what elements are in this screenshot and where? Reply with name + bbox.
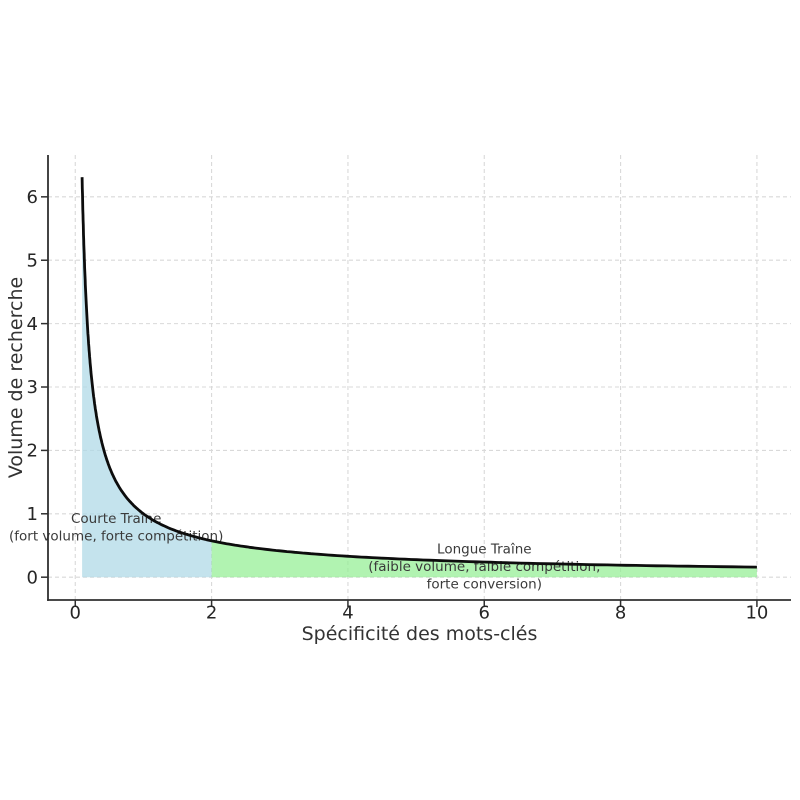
x-tick-label-6: 6 (479, 603, 490, 624)
fill-regions-layer (82, 177, 757, 578)
region-longue-traine (211, 540, 757, 578)
y-tick-label-5: 5 (27, 250, 38, 271)
courte-traine-label-line-1: Courte Traîne (71, 511, 161, 527)
x-tick-label-8: 8 (615, 603, 626, 624)
x-tick-label-0: 0 (70, 603, 81, 624)
x-tick-label-4: 4 (342, 603, 353, 624)
x-tick-label-10: 10 (745, 603, 768, 624)
courte-traine-label-line-2: (fort volume, forte compétition) (9, 529, 223, 545)
y-axis-label: Volume de recherche (5, 277, 27, 478)
y-tick-label-4: 4 (27, 314, 38, 335)
y-tick-label-1: 1 (27, 504, 38, 525)
y-tick-label-0: 0 (27, 567, 38, 588)
longue-traine-label-line-3: forte conversion) (427, 577, 542, 593)
curve-layer (80, 177, 757, 569)
x-tick-label-2: 2 (206, 603, 217, 624)
longue-traine-label-line-1: Longue Traîne (437, 542, 532, 558)
tick-labels-layer: 0 2 4 6 8 10 0 1 2 3 4 5 6 (27, 187, 769, 623)
y-tick-label-3: 3 (27, 377, 38, 398)
region-courte-traine (82, 177, 212, 578)
x-axis-label: Spécificité des mots-clés (302, 623, 538, 645)
gridlines-layer (48, 155, 791, 600)
annotations-layer: Courte Traîne (fort volume, forte compéti… (9, 511, 600, 593)
axes-layer (41, 155, 791, 607)
y-tick-label-6: 6 (27, 187, 38, 208)
y-tick-label-2: 2 (27, 441, 38, 462)
demand-curve (80, 177, 757, 569)
